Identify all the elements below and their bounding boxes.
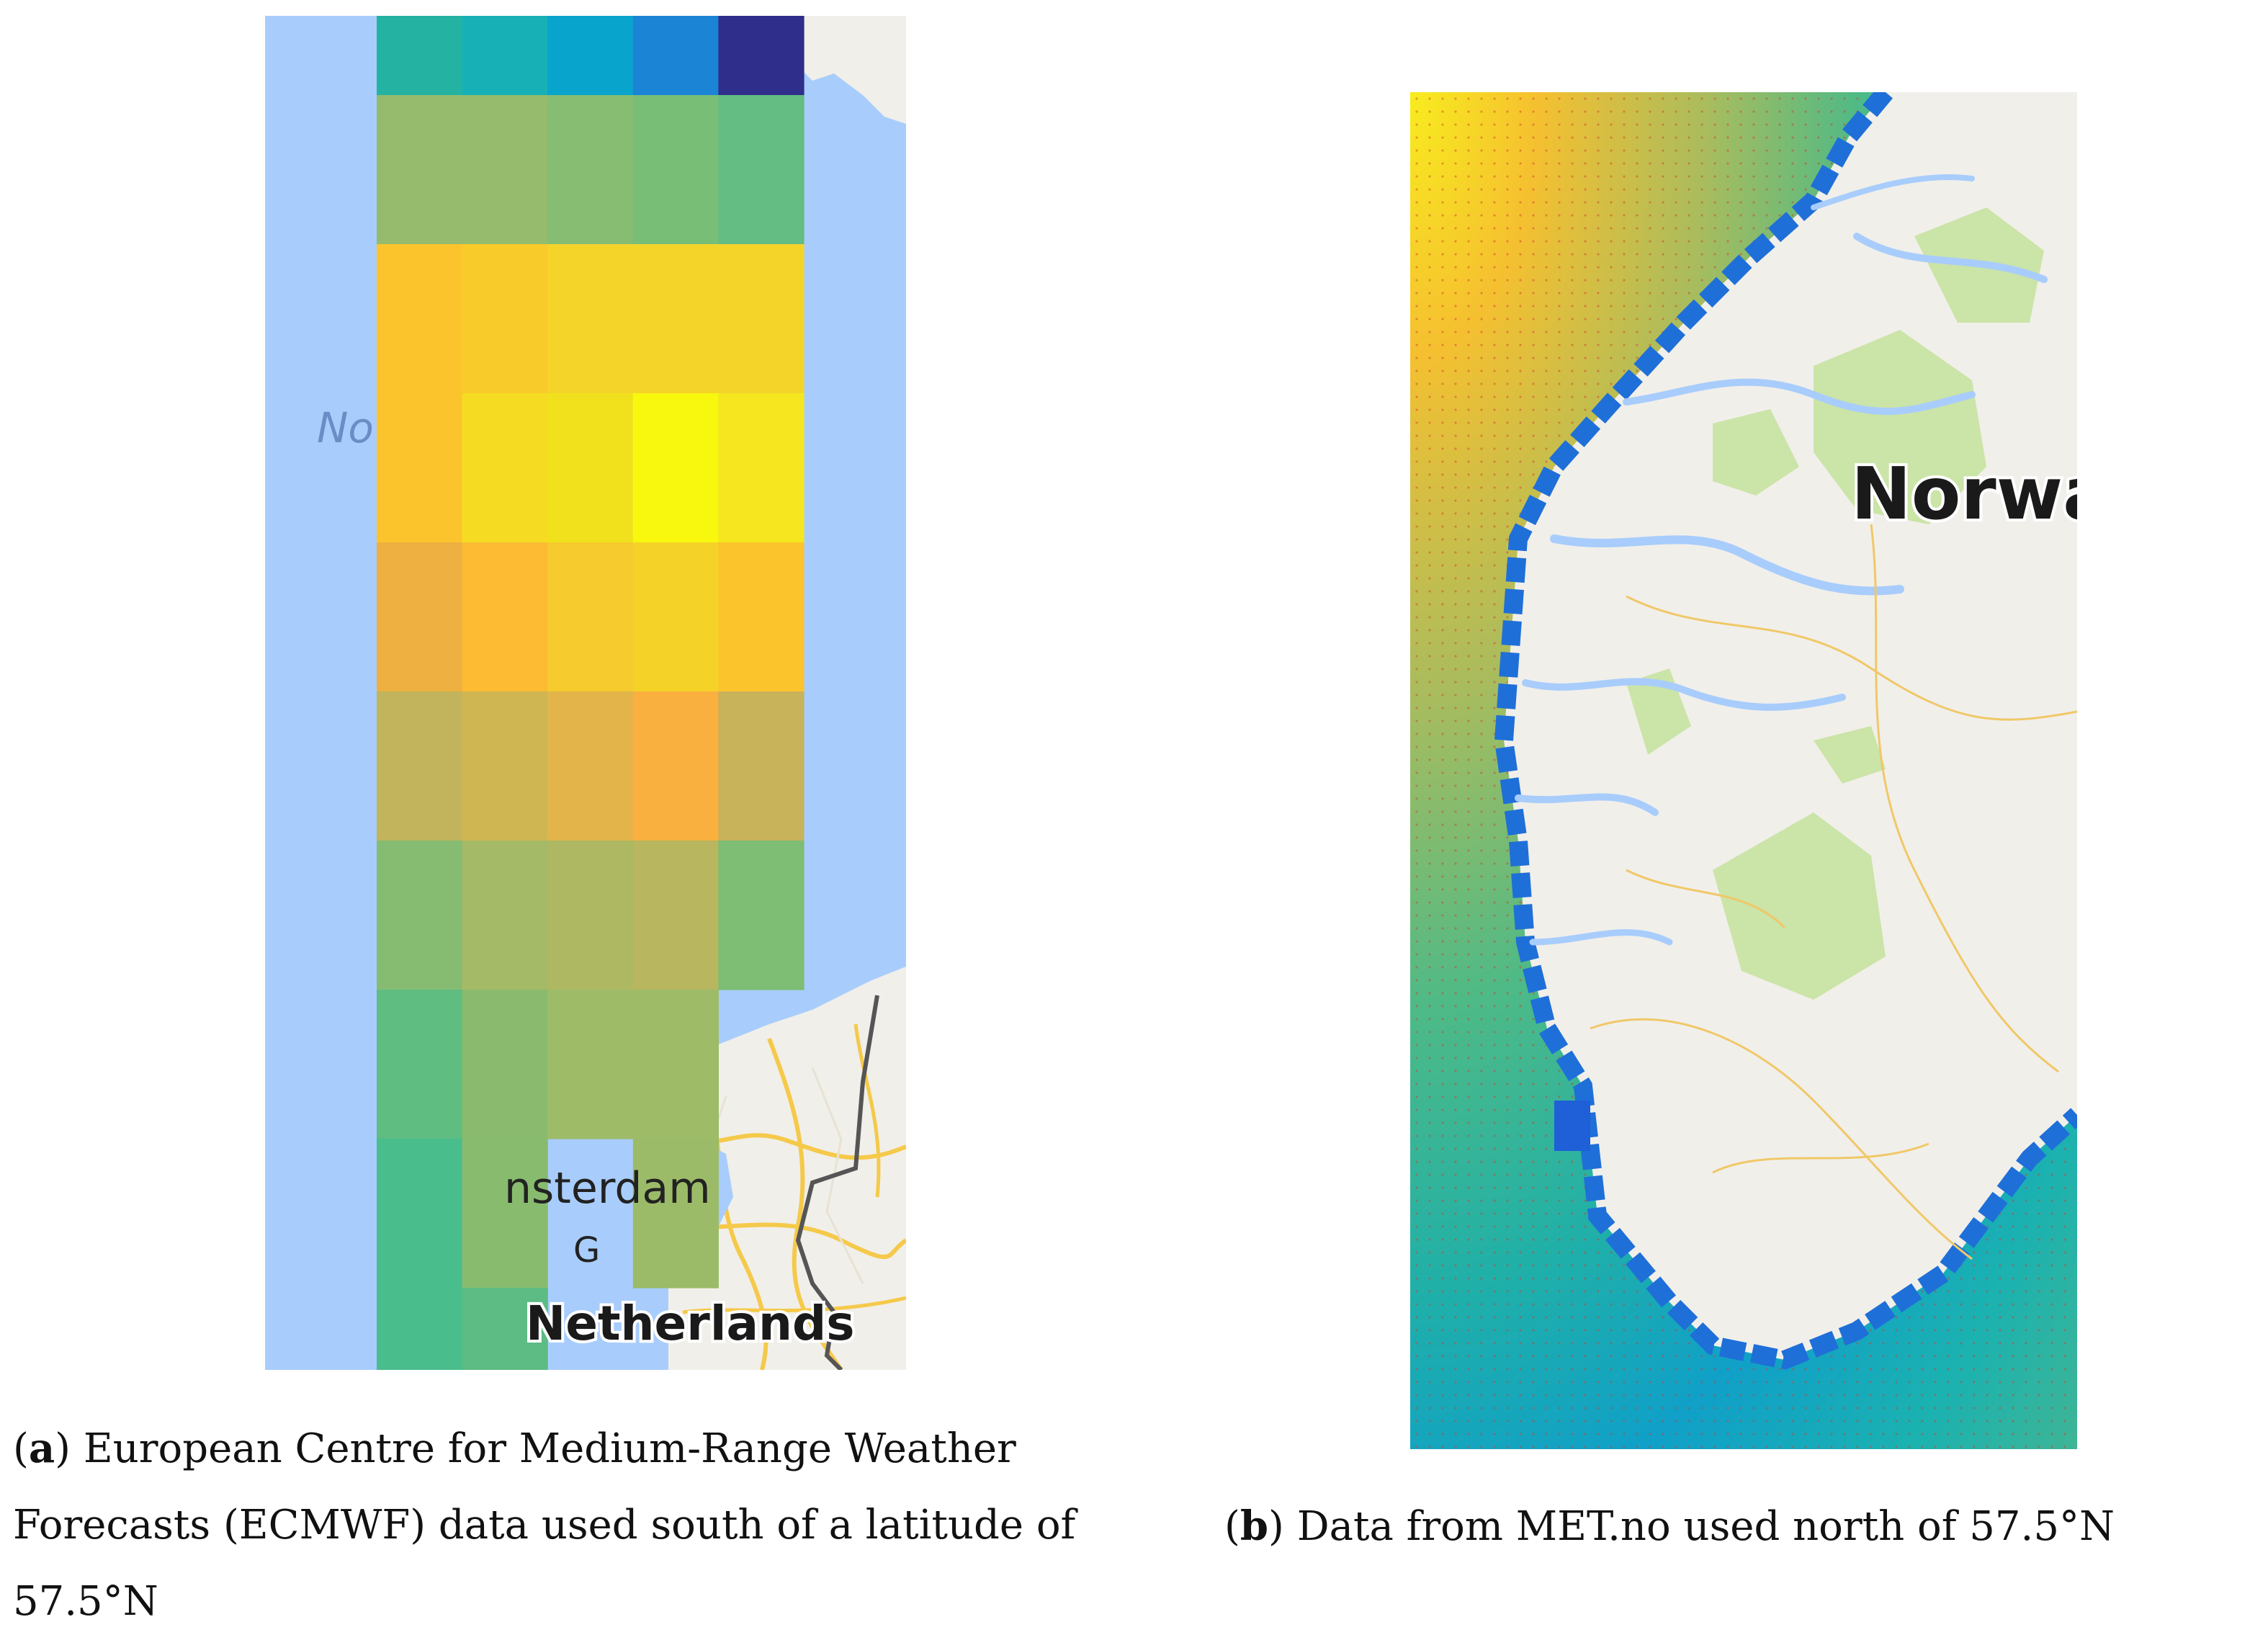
forest-areas xyxy=(1626,207,2044,1000)
ecmwf-map: No nsterdam G Netherlands xyxy=(265,16,906,1370)
metno-map: Norwa xyxy=(1410,92,2077,1449)
grid-cell xyxy=(377,16,463,96)
grid-cell xyxy=(632,95,719,245)
grid-cell xyxy=(718,95,804,245)
grid-cell xyxy=(718,244,804,394)
country-label-netherlands: Netherlands xyxy=(526,1296,855,1351)
grid-cell xyxy=(377,990,463,1139)
city-label-secondary: G xyxy=(573,1230,600,1271)
road-network xyxy=(1590,524,2077,1260)
grid-cell xyxy=(547,990,634,1139)
grid-cell xyxy=(718,393,804,543)
grid-cell xyxy=(718,691,804,841)
grid-cell xyxy=(462,244,548,394)
grid-cell xyxy=(547,542,634,692)
grid-cell xyxy=(632,542,719,692)
grid-cell xyxy=(547,393,634,543)
grid-cell xyxy=(718,16,804,96)
grid-cell xyxy=(462,1139,548,1289)
ecmwf-map-panel: No nsterdam G Netherlands xyxy=(265,16,906,1370)
grid-cell xyxy=(632,16,719,96)
grid-cell xyxy=(377,542,463,692)
caption-b: (b) Data from MET.no used north of 57.5°… xyxy=(1224,1502,2115,1550)
caption-letter-b: b xyxy=(1240,1502,1269,1550)
sea-label: No xyxy=(317,403,374,452)
grid-cell xyxy=(462,990,548,1139)
grid-cell xyxy=(547,16,634,96)
city-label: nsterdam xyxy=(504,1163,711,1214)
grid-cell xyxy=(377,691,463,841)
grid-cell xyxy=(377,95,463,245)
grid-cell xyxy=(462,16,548,96)
grid-cell xyxy=(377,1139,463,1289)
grid-cell xyxy=(718,841,804,990)
grid-cell xyxy=(377,841,463,990)
grid-cell xyxy=(462,95,548,245)
coastal-data-pixel xyxy=(1554,1101,1590,1151)
country-border xyxy=(795,995,879,1370)
grid-cell xyxy=(547,691,634,841)
grid-cell xyxy=(462,841,548,990)
grid-cell xyxy=(632,1139,719,1289)
grid-cell xyxy=(718,542,804,692)
caption-letter-a: a xyxy=(28,1425,55,1472)
grid-cell xyxy=(632,393,719,543)
ecmwf-grid-cells xyxy=(377,16,804,1370)
netherlands-land xyxy=(668,967,906,1370)
grid-cell xyxy=(377,393,463,543)
grid-cell xyxy=(462,691,548,841)
caption-a: (a) European Centre for Medium-Range Wea… xyxy=(13,1425,1076,1625)
coastal-data-edge xyxy=(1494,92,2077,1370)
grid-cell xyxy=(462,393,548,543)
grid-cell xyxy=(377,244,463,394)
grid-cell xyxy=(547,841,634,990)
grid-cell xyxy=(377,1288,463,1370)
grid-cell xyxy=(632,841,719,990)
grid-cell xyxy=(462,1288,548,1370)
grid-cell xyxy=(632,990,719,1139)
country-label-norway: Norwa xyxy=(1851,452,2077,536)
grid-cell xyxy=(632,691,719,841)
grid-cell xyxy=(462,542,548,692)
grid-cell xyxy=(547,244,634,394)
grid-cell xyxy=(547,95,634,245)
grid-cell xyxy=(632,244,719,394)
caption-text-a: European Centre for Medium-Range Weather… xyxy=(13,1425,1076,1625)
metno-map-panel: Norwa xyxy=(1410,92,2077,1449)
fjords xyxy=(1515,174,2048,946)
caption-text-b: Data from MET.no used north of 57.5°N xyxy=(1296,1503,2115,1550)
